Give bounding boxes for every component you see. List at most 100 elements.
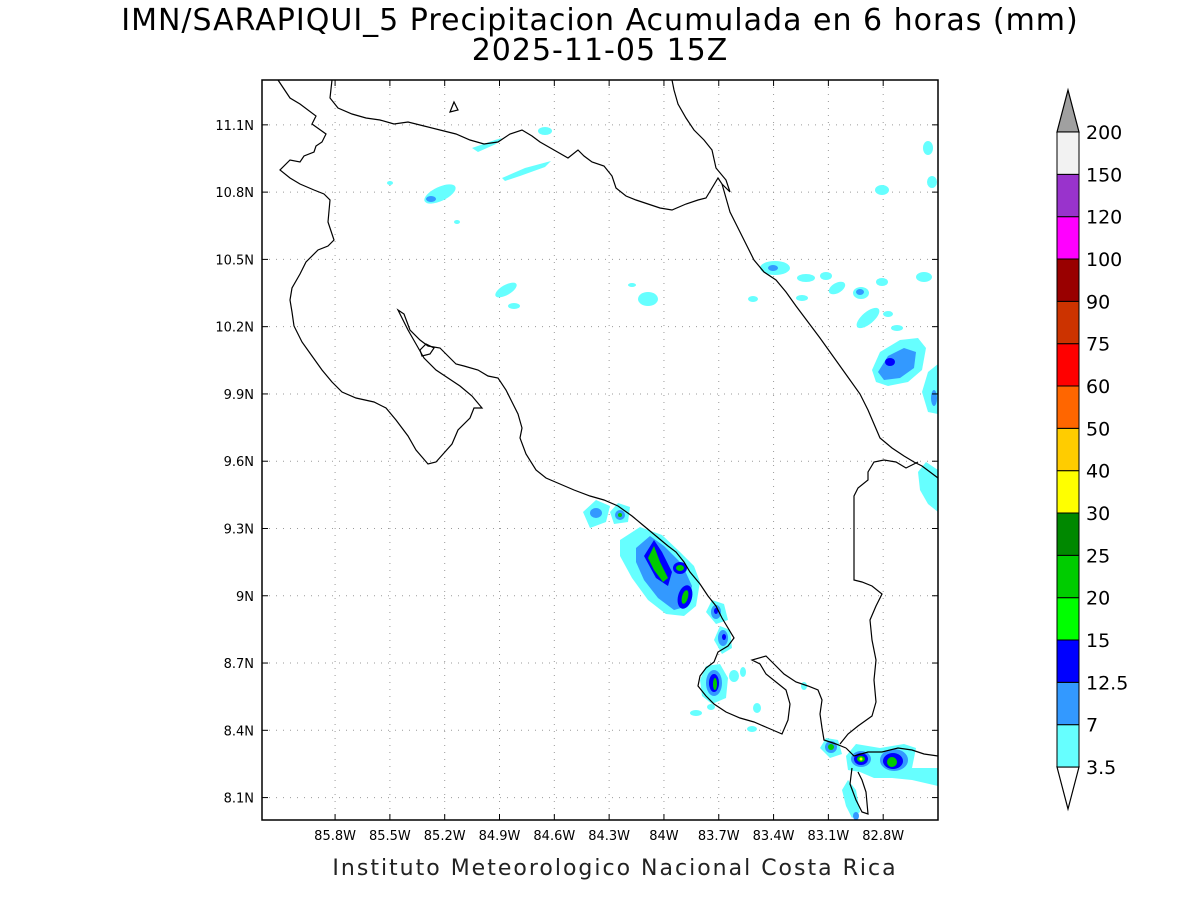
lat-tick-label: 9.3N bbox=[224, 522, 254, 537]
rain-cell bbox=[590, 508, 602, 518]
map-axes: 85.8W 85.5W 85.2W 84.9W 84.6W 84.3W 84W 83.7W 83… bbox=[215, 80, 938, 844]
rain-cell bbox=[931, 390, 937, 406]
rain-cell bbox=[842, 780, 860, 818]
colorbar-label: 60 bbox=[1086, 376, 1110, 398]
lat-tick-label: 9N bbox=[236, 590, 254, 605]
lat-tick-label: 9.9N bbox=[224, 388, 254, 403]
rain-cell bbox=[856, 307, 880, 329]
lon-tick-label: 84W bbox=[649, 829, 679, 844]
rain-cell bbox=[878, 348, 916, 380]
rain-cell bbox=[768, 265, 778, 271]
colorbar-swatch bbox=[1056, 639, 1080, 683]
colorbar-swatch bbox=[1056, 597, 1080, 641]
colorbar-lower-arrow bbox=[1056, 766, 1080, 812]
colorbar-swatch bbox=[1056, 554, 1080, 599]
rain-cell bbox=[820, 272, 832, 280]
rain-cell bbox=[722, 634, 726, 640]
lon-tick-label: 84.9W bbox=[479, 829, 521, 844]
colorbar-swatch bbox=[1056, 300, 1080, 345]
colorbar-swatch bbox=[1056, 258, 1080, 302]
colorbar-label: 25 bbox=[1086, 545, 1110, 567]
map-subtitle: 2025-11-05 15Z bbox=[471, 33, 729, 68]
rain-cell bbox=[713, 678, 717, 690]
rain-cell bbox=[690, 710, 702, 716]
colorbar-upper-arrow bbox=[1056, 87, 1080, 133]
colorbar-label: 100 bbox=[1086, 249, 1122, 271]
lon-tick-label: 84.6W bbox=[533, 829, 575, 844]
rain-cell bbox=[424, 184, 456, 204]
rain-cell bbox=[876, 278, 888, 286]
colorbar-label: 7 bbox=[1086, 715, 1098, 737]
colorbar-swatch bbox=[1056, 427, 1080, 472]
lat-tick-label: 8.4N bbox=[224, 724, 254, 739]
lat-tick-label: 10.2N bbox=[215, 321, 254, 336]
rain-cell bbox=[916, 272, 932, 282]
lon-tick-label: 83.4W bbox=[753, 829, 795, 844]
rain-cell bbox=[856, 289, 864, 295]
rain-cell bbox=[918, 462, 938, 512]
colorbar-swatch bbox=[1056, 724, 1080, 768]
map-title: IMN/SARAPIQUI_5 Precipitacion Acumulada … bbox=[121, 3, 1079, 38]
lon-tick-label: 83.7W bbox=[698, 829, 740, 844]
colorbar-label: 150 bbox=[1086, 164, 1122, 186]
rain-cell bbox=[740, 667, 746, 677]
rain-cell bbox=[729, 670, 739, 682]
colorbar-label: 30 bbox=[1086, 503, 1110, 525]
rain-cell bbox=[828, 281, 846, 295]
colorbar-label: 20 bbox=[1086, 588, 1110, 610]
rain-cell bbox=[681, 590, 689, 604]
lon-tick-label: 84.3W bbox=[588, 829, 630, 844]
lat-tick-label: 9.6N bbox=[224, 455, 254, 470]
rain-cell bbox=[618, 513, 622, 517]
colorbar-label: 12.5 bbox=[1086, 672, 1128, 694]
colorbar-label: 90 bbox=[1086, 291, 1110, 313]
rain-cell bbox=[387, 181, 393, 185]
rain-cell bbox=[538, 127, 552, 135]
colorbar-swatch bbox=[1056, 173, 1080, 218]
lon-tick-label: 82.8W bbox=[862, 829, 904, 844]
rain-cell bbox=[753, 703, 761, 713]
map-grid bbox=[262, 80, 938, 820]
coastline bbox=[277, 79, 939, 815]
rain-cell bbox=[628, 283, 636, 287]
rain-cell bbox=[828, 744, 834, 750]
rain-cell bbox=[472, 138, 502, 152]
lon-tick-label: 85.2W bbox=[424, 829, 466, 844]
colorbar-label: 40 bbox=[1086, 461, 1110, 483]
rain-cell bbox=[859, 757, 863, 761]
rain-cell bbox=[648, 546, 668, 582]
rain-cell bbox=[923, 141, 933, 155]
colorbar: 3.5 7 12.5 15 20 25 30 40 50 60 75 90 100 120 150 200 bbox=[1056, 87, 1128, 812]
rain-cell bbox=[638, 292, 658, 306]
lon-tick-label: 83.1W bbox=[807, 829, 849, 844]
lat-tick-label: 11.1N bbox=[215, 119, 254, 134]
rain-cell bbox=[426, 196, 436, 202]
colorbar-label: 200 bbox=[1086, 122, 1122, 144]
colorbar-label: 75 bbox=[1086, 334, 1110, 356]
lon-tick-label: 85.5W bbox=[369, 829, 411, 844]
footer-credit: Instituto Meteorologico Nacional Costa R… bbox=[332, 856, 898, 881]
rain-cell bbox=[748, 296, 758, 302]
colorbar-swatch bbox=[1056, 216, 1080, 260]
colorbar-label: 50 bbox=[1086, 418, 1110, 440]
colorbar-swatch bbox=[1056, 385, 1080, 429]
colorbar-swatch bbox=[1056, 343, 1080, 387]
rain-cell bbox=[922, 364, 938, 414]
colorbar-label: 3.5 bbox=[1086, 757, 1116, 779]
rain-cell bbox=[853, 812, 859, 820]
rain-cell bbox=[801, 682, 807, 690]
colorbar-label: 15 bbox=[1086, 630, 1110, 652]
lat-tick-label: 10.8N bbox=[215, 186, 254, 201]
rain-cell bbox=[508, 303, 520, 309]
precipitation-field bbox=[387, 127, 938, 820]
rain-cell bbox=[714, 608, 718, 614]
rain-cell bbox=[495, 282, 517, 298]
rain-cell bbox=[883, 311, 893, 317]
rain-cell bbox=[454, 220, 460, 224]
rain-cell bbox=[887, 757, 897, 767]
colorbar-swatch bbox=[1056, 512, 1080, 556]
rain-cell bbox=[797, 274, 815, 282]
lat-tick-label: 8.7N bbox=[224, 657, 254, 672]
rain-cell bbox=[707, 704, 715, 710]
